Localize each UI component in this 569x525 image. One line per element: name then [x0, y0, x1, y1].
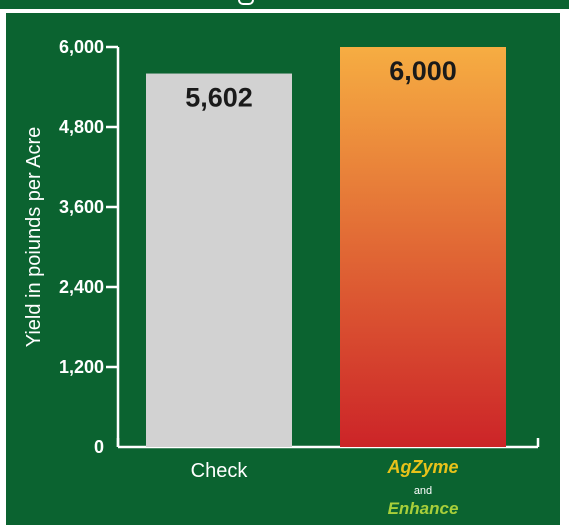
y-tick-label: 4,800 — [59, 117, 104, 137]
bar-check — [146, 73, 292, 448]
y-tick-label: 1,200 — [59, 357, 104, 377]
cropped-title-fragment — [238, 0, 254, 5]
y-axis-title: Yield in poiunds per Acre — [23, 127, 45, 348]
top-title-strip — [0, 0, 569, 9]
bar-agzyme-enhance — [340, 47, 506, 447]
data-label: 5,602 — [185, 83, 253, 113]
bars — [146, 47, 506, 448]
x-tick-label-brand-agzyme: AgZyme — [386, 457, 458, 477]
x-tick-label-check: Check — [191, 460, 249, 482]
y-tick-label: 2,400 — [59, 277, 104, 297]
y-tick-label: 6,000 — [59, 37, 104, 57]
labels: 0 1,200 2,400 3,600 4,800 6,000 Yield in poiun… — [23, 37, 459, 518]
data-label: 6,000 — [389, 56, 457, 86]
y-tick-label: 0 — [94, 437, 104, 457]
y-tick-label: 3,600 — [59, 197, 104, 217]
x-tick-label-brand-and: and — [414, 485, 432, 497]
x-tick-label-brand-enhance: Enhance — [388, 499, 459, 518]
